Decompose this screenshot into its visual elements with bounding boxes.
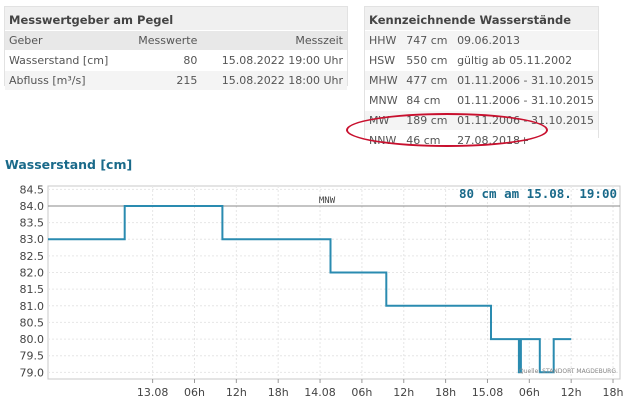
y-tick-label: 84.5 [20,183,45,196]
x-tick-label: 12h [226,386,247,399]
water-level-line [48,205,572,374]
x-axis: 13.08 06h 12h 18h 14.08 06h 12h 18h 15.08 06h 12h 1… [137,379,624,399]
gauge-panel-title: Messwertgeber am Pegel [9,13,174,27]
x-tick-label: 13.08 [137,386,169,399]
y-tick-label: 83.0 [20,233,45,246]
y-tick-label: 83.5 [20,217,45,230]
gauge-name: Abfluss [m³/s] [5,70,126,90]
y-tick-label: 81.5 [20,283,45,296]
level-code: MHW [365,70,403,91]
highlight-ellipse [346,113,548,147]
plot-area [47,185,621,380]
level-code: HHW [365,30,403,51]
table-row: Abfluss [m³/s] 215 15.08.2022 18:00 Uhr [5,70,347,90]
gauge-time: 15.08.2022 18:00 Uhr [201,70,347,90]
x-tick-label: 06h [184,386,205,399]
level-code: HSW [365,50,403,71]
levels-panel-title: Kennzeichnende Wasserstände [369,13,572,27]
col-header-messwerte: Messwerte [125,30,202,51]
table-row: MHW 477 cm 01.11.2006 - 31.10.2015 [365,70,598,91]
x-tick-label: 18h [603,386,624,399]
gauge-value: 80 [125,50,202,71]
level-value: 550 cm [402,50,454,71]
col-header-geber: Geber [5,30,126,51]
level-date: 01.11.2006 - 31.10.2015 [453,70,598,91]
gauge-value: 215 [125,70,202,90]
y-tick-label: 82.0 [20,267,45,280]
level-date: gültig ab 05.11.2002 [453,50,598,71]
table-row: HSW 550 cm gültig ab 05.11.2002 [365,50,598,71]
gauge-time: 15.08.2022 19:00 Uhr [201,50,347,71]
level-value: 477 cm [402,70,454,91]
x-tick-label: 06h [519,386,540,399]
x-tick-label: 12h [393,386,414,399]
table-row: MNW 84 cm 01.11.2006 - 31.10.2015 [365,90,598,111]
chart-title: Wasserstand [cm] [5,157,133,172]
water-level-chart: 84.5 84.0 83.5 83.0 82.5 82.0 81.5 81.0 80.5 80.0… [20,183,624,399]
gauge-table-header: Geber Messwerte Messzeit [5,30,347,51]
y-tick-label: 80.0 [20,333,45,346]
level-date: 01.11.2006 - 31.10.2015 [453,90,598,111]
x-tick-label: 12h [561,386,582,399]
y-tick-label: 79.5 [20,350,45,363]
col-header-messzeit: Messzeit [201,30,347,51]
gauge-table: Geber Messwerte Messzeit Wasserstand [cm… [5,30,347,90]
y-tick-label: 82.5 [20,250,45,263]
level-value: 747 cm [402,30,454,51]
x-tick-label: 15.08 [472,386,504,399]
y-tick-label: 84.0 [20,200,45,213]
levels-panel: Kennzeichnende Wasserstände HHW 747 cm 0… [364,6,599,150]
mnw-reference-label: MNW [319,196,336,206]
level-value: 84 cm [402,90,454,111]
table-row: Wasserstand [cm] 80 15.08.2022 19:00 Uhr [5,50,347,71]
gauge-name: Wasserstand [cm] [5,50,126,71]
x-tick-label: 06h [351,386,372,399]
table-row: HHW 747 cm 09.06.2013 [365,30,598,51]
y-tick-label: 80.5 [20,316,45,329]
x-tick-label: 14.08 [304,386,336,399]
current-value-annotation: 80 cm am 15.08. 19:00 [459,186,617,201]
x-tick-label: 18h [435,386,456,399]
level-code: MNW [365,90,403,111]
x-tick-label: 18h [268,386,289,399]
y-tick-label: 81.0 [20,300,45,313]
y-tick-label: 79.0 [20,366,45,379]
level-date: 09.06.2013 [453,30,598,51]
y-axis: 84.5 84.0 83.5 83.0 82.5 82.0 81.5 81.0 80.5 80.0… [20,183,45,379]
gauge-panel: Messwertgeber am Pegel Geber Messwerte M… [4,6,348,90]
source-label: Quelle: STANDORT MAGDEBURG [519,368,616,375]
